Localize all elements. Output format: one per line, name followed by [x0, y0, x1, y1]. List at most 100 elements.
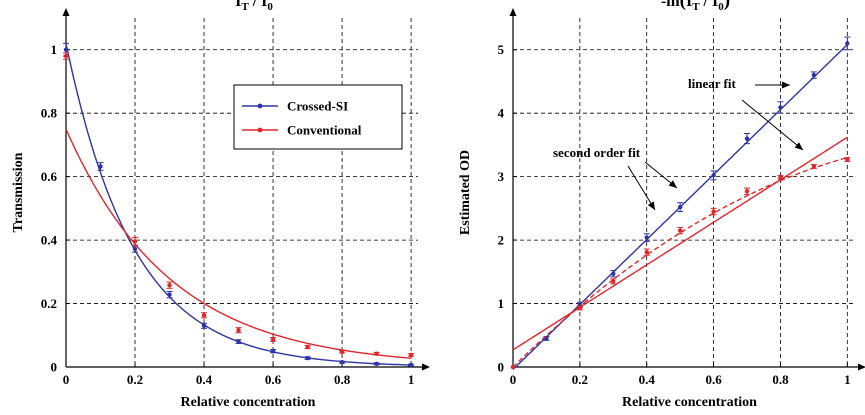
y-tick-label: 0.4 — [41, 233, 58, 248]
y-tick-label: 0.8 — [41, 106, 58, 121]
y-tick-label: 4 — [498, 106, 505, 121]
chart-title: IT / I0 — [235, 0, 273, 13]
crossed-si-point — [611, 271, 616, 276]
x-tick-label: 0 — [63, 372, 70, 387]
conventional-point — [510, 364, 516, 370]
crossed-si-point — [744, 136, 750, 141]
conventional-linear-fit — [512, 136, 848, 351]
estimated-od-chart: 0 0.2 0.4 0.6 0.8 1 0 1 2 3 4 5 Relative concentrati… — [458, 0, 865, 410]
conventional-point — [744, 189, 750, 194]
conventional-point — [711, 209, 716, 214]
crossed-si-point — [408, 362, 414, 368]
title-subscript: 0 — [718, 1, 724, 13]
title-paren: ) — [724, 0, 730, 11]
x-tick-label: 1 — [844, 372, 851, 387]
crossed-si-point — [270, 348, 276, 354]
annotation-arrow — [627, 165, 656, 211]
legend-marker — [257, 103, 263, 109]
y-axis-label: Estimated OD — [458, 150, 473, 235]
title-separator: / I — [249, 0, 268, 10]
conventional-point — [811, 164, 817, 169]
conventional-point — [201, 313, 207, 318]
y-tick-label: 2 — [498, 233, 505, 248]
y-tick-label: 0 — [498, 360, 505, 375]
conventional-fit-curve — [65, 128, 412, 359]
annotation-arrow — [741, 99, 804, 151]
x-axis-arrow — [858, 363, 865, 371]
x-tick-label: 0 — [510, 372, 517, 387]
conventional-point — [270, 337, 276, 342]
crossed-si-point — [778, 105, 783, 110]
conventional-point — [374, 351, 379, 356]
x-tick-label: 0.6 — [705, 372, 722, 387]
annotation-arrow-head — [647, 201, 655, 210]
conventional-point — [677, 228, 683, 233]
title-prefix: -ln — [661, 0, 680, 10]
crossed-si-point — [711, 173, 716, 178]
conventional-point — [63, 53, 69, 59]
conventional-point — [132, 239, 138, 244]
crossed-si-point — [644, 235, 649, 240]
chart-title: -ln(IT / I0) — [661, 0, 730, 13]
title-subscript: T — [241, 1, 249, 13]
x-tick-label: 1 — [408, 372, 415, 387]
transmission-chart: 0 0.2 0.4 0.6 0.8 1 0 0.2 0.4 0.6 0.8 1 Relative con… — [11, 0, 430, 410]
crossed-si-point — [167, 292, 172, 297]
x-tick-label: 0.4 — [639, 372, 656, 387]
title-separator: / I — [700, 0, 719, 10]
y-tick-label: 3 — [498, 169, 505, 184]
conventional-point — [577, 305, 583, 311]
x-tick-label: 0.6 — [265, 372, 282, 387]
annotation-linear-fit: linear fit — [688, 76, 736, 91]
x-tick-label: 0.8 — [334, 372, 351, 387]
y-tick-label: 0.6 — [41, 169, 58, 184]
title-subscript: 0 — [267, 1, 273, 13]
conventional-point — [236, 327, 241, 333]
x-axis-label: Relative concentration — [622, 395, 757, 410]
conventional-point — [305, 344, 310, 350]
x-axis-arrow — [422, 363, 430, 371]
conventional-point — [167, 282, 172, 288]
y-tick-label: 1 — [51, 42, 58, 57]
x-tick-label: 0.2 — [127, 372, 143, 387]
conventional-point — [778, 175, 783, 180]
title-subscript: T — [692, 1, 700, 13]
annotation-arrow-head — [782, 81, 790, 89]
crossed-si-point — [98, 164, 103, 169]
legend-marker — [257, 127, 263, 133]
crossed-si-point — [339, 360, 345, 365]
y-tick-label: 1 — [498, 296, 505, 311]
conventional-point — [845, 157, 850, 162]
crossed-si-point — [677, 204, 683, 210]
y-tick-label: 0.2 — [41, 296, 57, 311]
crossed-si-point — [811, 72, 817, 78]
conventional-point — [644, 249, 649, 255]
crossed-si-point — [63, 47, 69, 52]
crossed-si-point — [132, 246, 138, 252]
crossed-si-point — [374, 361, 379, 367]
conventional-point — [611, 279, 616, 284]
y-axis-arrow — [509, 8, 517, 16]
conventional-second-order-fit — [512, 156, 848, 368]
y-axis-arrow — [62, 8, 70, 16]
annotation-arrow-head — [794, 142, 803, 150]
title-main: I — [686, 0, 692, 10]
title-main: I — [235, 0, 241, 10]
legend-label: Conventional — [287, 123, 362, 138]
title-paren: ( — [680, 0, 686, 11]
annotation-second-order-fit: second order fit — [553, 145, 641, 160]
x-axis-label: Relative concentration — [181, 395, 316, 410]
conventional-point — [339, 349, 345, 354]
crossed-si-point — [201, 323, 207, 328]
legend-label: Crossed-SI — [287, 99, 348, 114]
y-axis-label: Transmission — [11, 152, 26, 232]
annotation-arrow-head — [668, 180, 677, 188]
crossed-si-point — [305, 355, 310, 361]
x-tick-label: 0.8 — [772, 372, 789, 387]
y-tick-label: 5 — [498, 42, 505, 57]
conventional-point — [408, 352, 414, 358]
crossed-si-point — [236, 339, 241, 344]
crossed-si-point — [845, 41, 850, 46]
x-tick-label: 0.4 — [196, 372, 213, 387]
